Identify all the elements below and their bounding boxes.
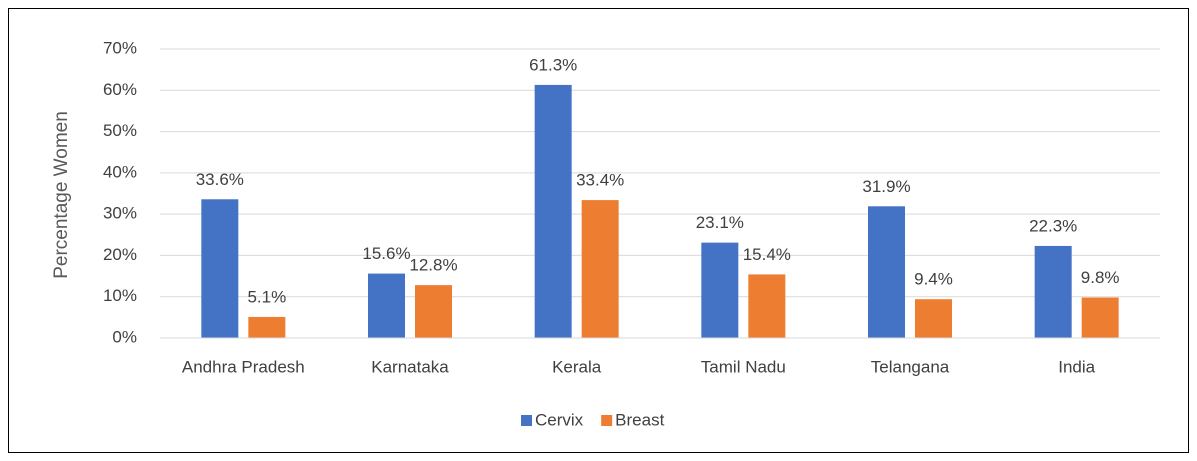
legend-label: Breast [615, 410, 664, 429]
bar [1034, 245, 1072, 338]
y-tick-label: 20% [103, 245, 137, 264]
data-label: 23.1% [696, 213, 744, 232]
y-tick-label: 70% [103, 38, 137, 57]
bar [581, 200, 619, 338]
x-tick-label: Kerala [552, 357, 602, 376]
legend-swatch [601, 415, 613, 426]
y-tick-label: 50% [103, 121, 137, 140]
data-label: 15.4% [743, 245, 791, 264]
bar [248, 316, 286, 338]
data-label: 12.8% [409, 256, 457, 275]
bar [868, 206, 905, 338]
data-label: 22.3% [1029, 216, 1077, 235]
data-label: 9.4% [914, 270, 953, 289]
bar [701, 242, 739, 338]
y-tick-label: 40% [103, 162, 137, 181]
bar [748, 274, 786, 338]
data-label: 15.6% [362, 244, 410, 263]
y-tick-label: 60% [103, 80, 137, 99]
legend-label: Cervix [535, 410, 584, 429]
bar [1081, 297, 1119, 338]
y-tick-label: 0% [112, 327, 137, 346]
data-label: 33.6% [196, 170, 244, 189]
y-axis-title: Percentage Women [51, 111, 72, 279]
x-tick-label: Karnataka [371, 357, 449, 376]
legend-swatch [521, 415, 532, 426]
y-tick-label: 30% [103, 204, 137, 223]
bar [534, 84, 572, 338]
data-label: 31.9% [862, 177, 910, 196]
bar [368, 273, 405, 338]
x-tick-label: Telangana [871, 357, 950, 376]
bar [915, 299, 952, 338]
x-tick-label: Andhra Pradesh [182, 357, 305, 376]
bar [415, 285, 452, 338]
bar [201, 199, 239, 338]
data-label: 5.1% [247, 287, 286, 306]
x-tick-label: India [1058, 357, 1095, 376]
data-label: 61.3% [529, 55, 577, 74]
y-tick-label: 10% [103, 286, 137, 305]
data-label: 9.8% [1081, 268, 1120, 287]
x-tick-label: Tamil Nadu [701, 357, 786, 376]
data-label: 33.4% [576, 171, 624, 190]
